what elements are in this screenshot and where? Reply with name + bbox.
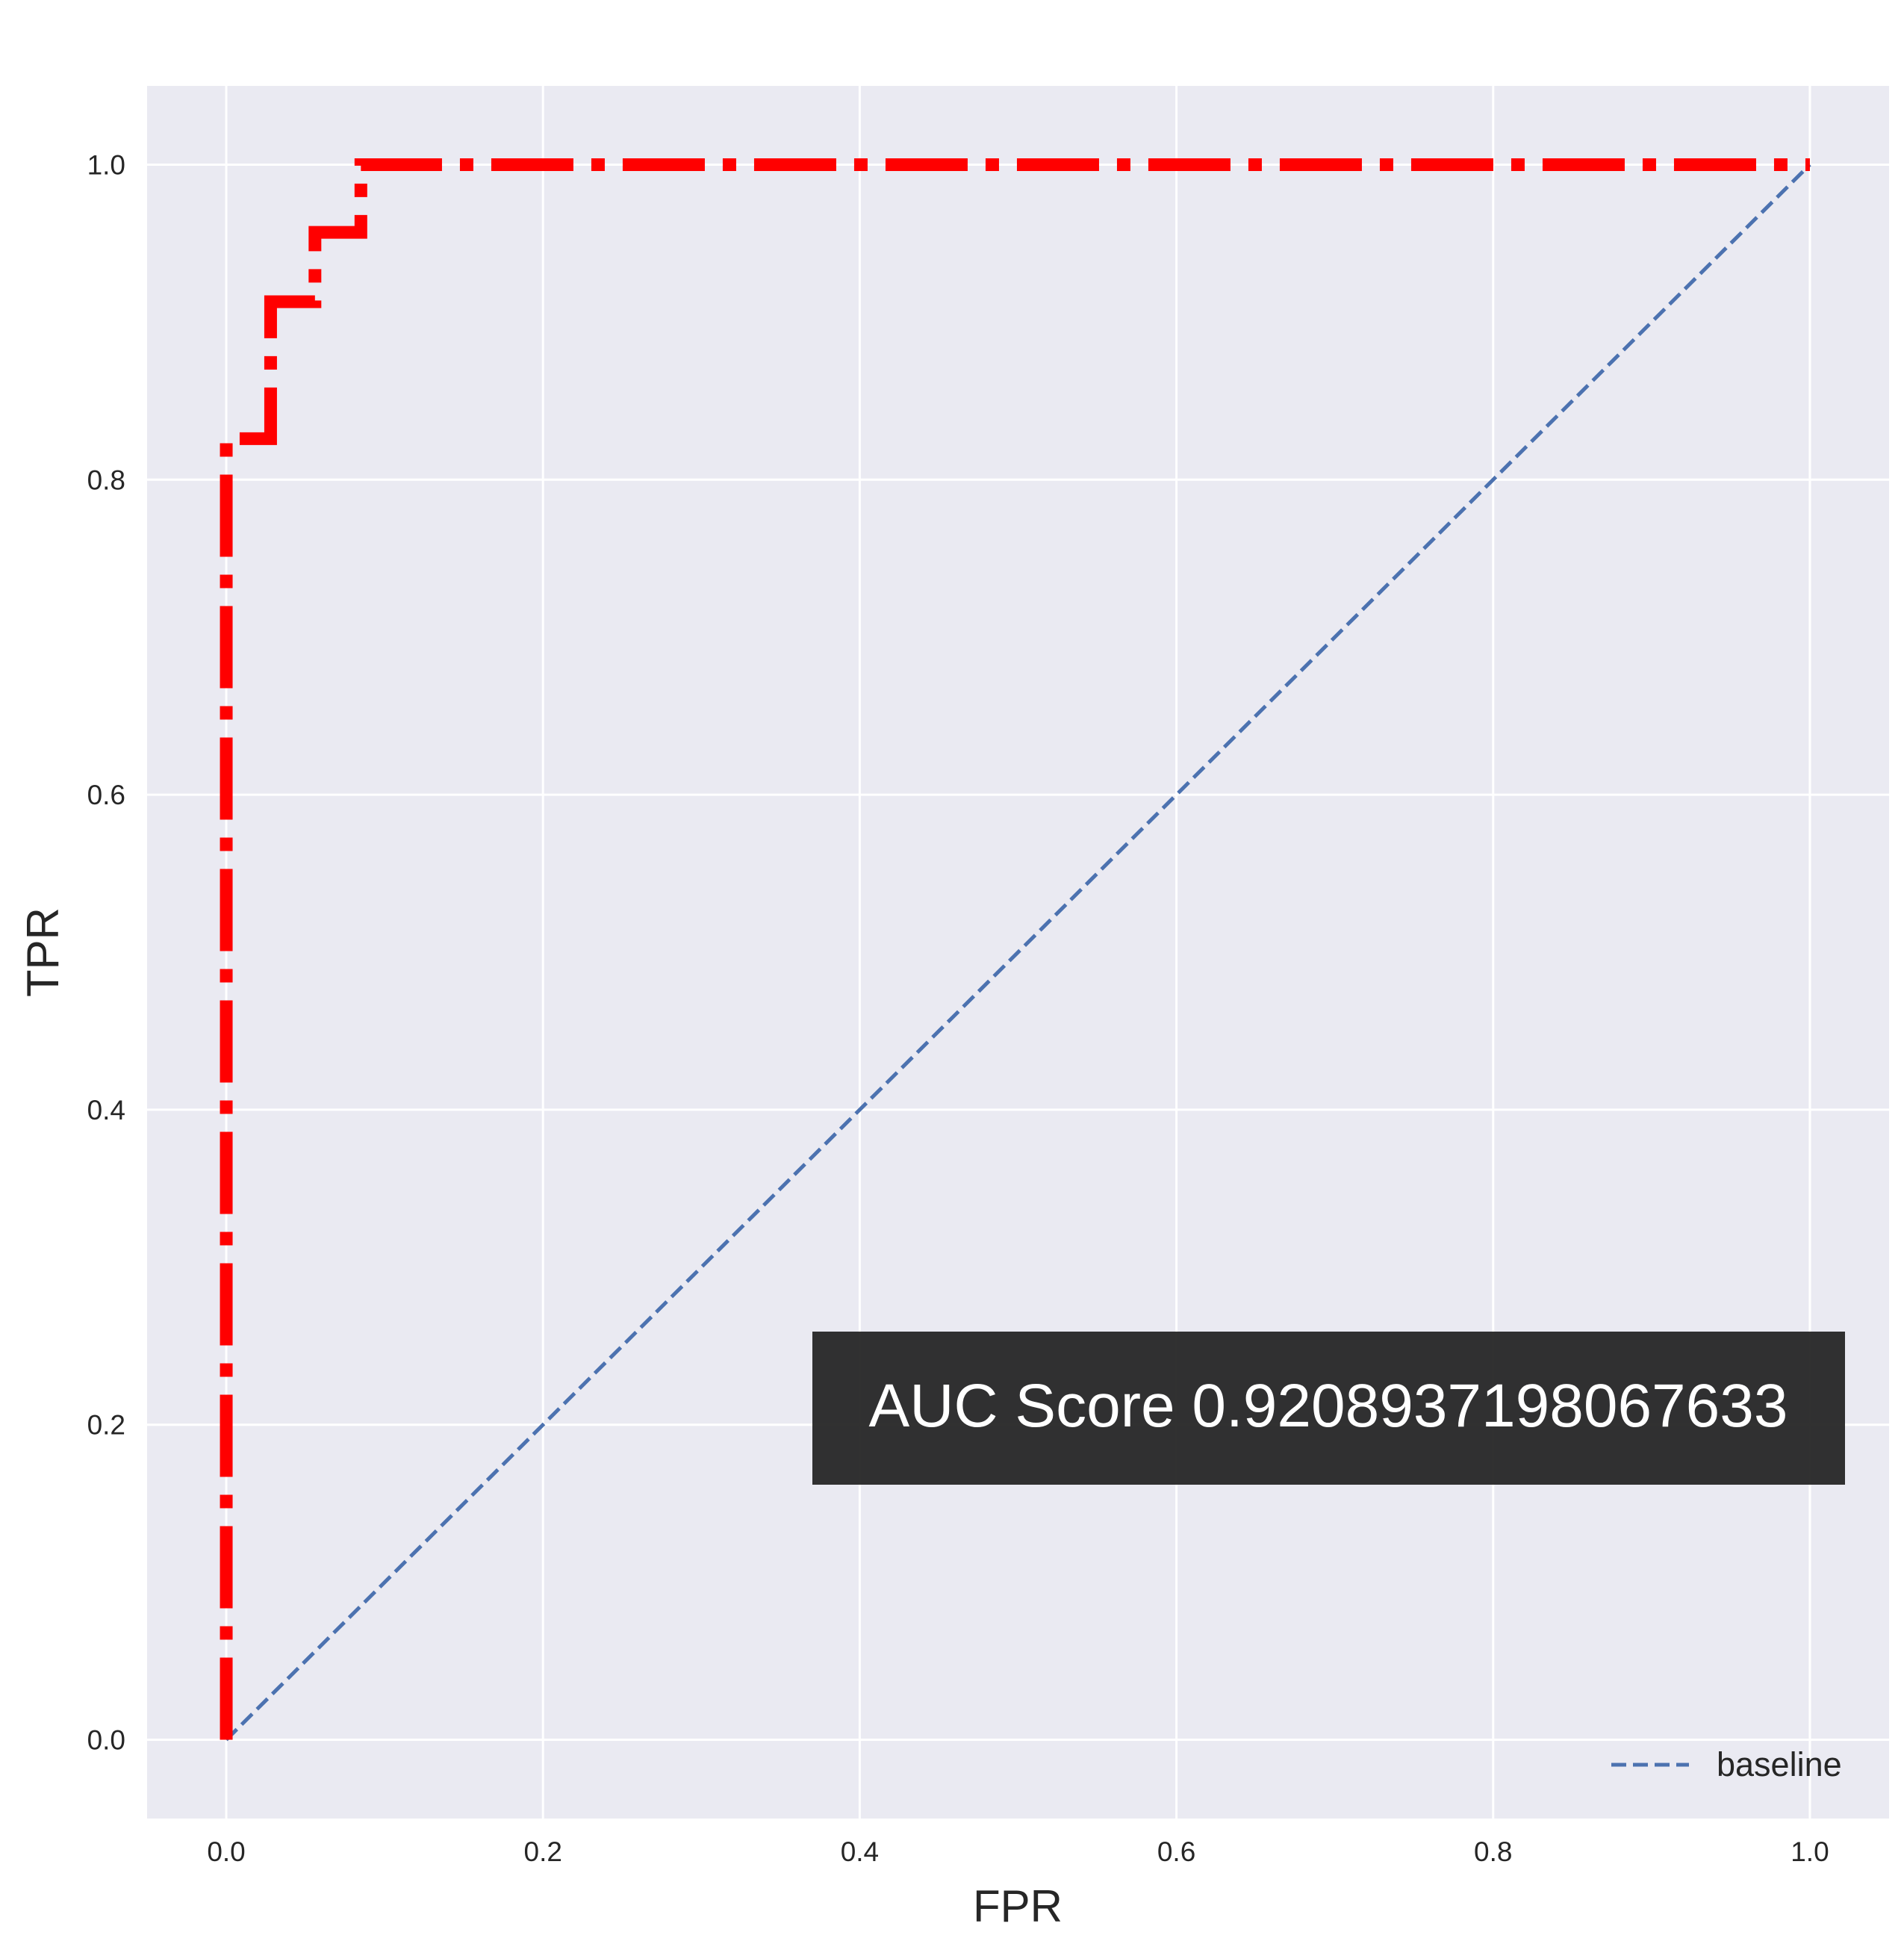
roc-curve-line: [220, 158, 1810, 1740]
x-tick-label: 0.6: [1157, 1836, 1195, 1867]
auc-annotation-box: [812, 1332, 1845, 1485]
x-tick-label: 0.4: [841, 1836, 879, 1867]
x-tick-label: 1.0: [1791, 1836, 1829, 1867]
auc-annotation-text: AUC Score 0.9208937198067633: [869, 1372, 1788, 1440]
legend-baseline-label: baseline: [1717, 1745, 1842, 1783]
y-tick-label: 0.6: [87, 780, 125, 810]
y-tick-label: 0.8: [87, 465, 125, 495]
y-axis-label: TPR: [18, 907, 68, 997]
y-tick-label: 0.4: [87, 1095, 125, 1125]
x-tick-label: 0.0: [207, 1836, 245, 1867]
x-tick-label: 0.2: [524, 1836, 562, 1867]
legend: baseline: [1611, 1745, 1842, 1783]
y-tick-labels: 0.0 0.2 0.4 0.6 0.8 1.0: [87, 149, 125, 1755]
x-axis-label: FPR: [973, 1881, 1063, 1931]
auc-annotation: AUC Score 0.9208937198067633: [812, 1332, 1845, 1485]
x-tick-labels: 0.0 0.2 0.4 0.6 0.8 1.0: [207, 1836, 1829, 1867]
baseline-line: [225, 163, 1811, 1742]
x-tick-label: 0.8: [1474, 1836, 1512, 1867]
y-tick-label: 0.2: [87, 1410, 125, 1441]
y-tick-label: 1.0: [87, 149, 125, 180]
grid-lines: [147, 86, 1889, 1819]
y-tick-label: 0.0: [87, 1725, 125, 1756]
series-layer: [220, 158, 1811, 1742]
